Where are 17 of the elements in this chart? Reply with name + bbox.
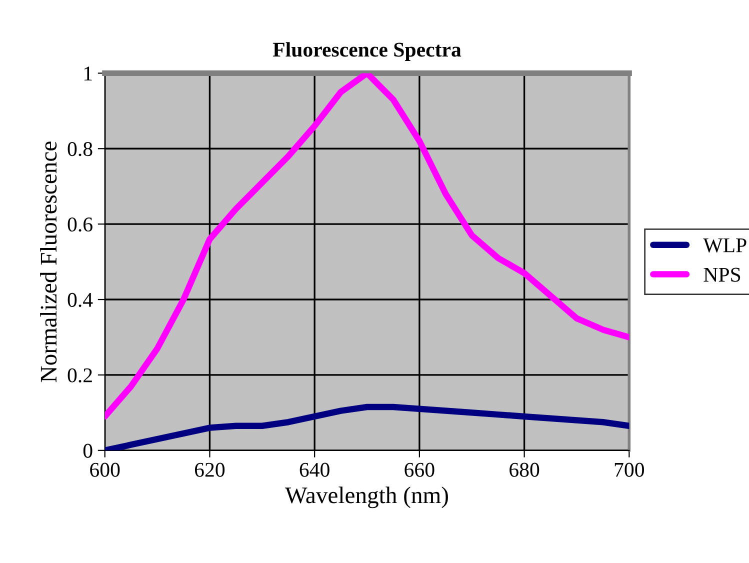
y-tick-label: 0.4 [68, 292, 93, 308]
x-tick-label: 660 [404, 462, 434, 477]
x-tick-label: 600 [90, 462, 120, 477]
y-tick-label: 1 [84, 66, 92, 80]
x-tick-label: 640 [300, 462, 330, 477]
y-tick-label: 0.6 [68, 217, 92, 232]
chart-title: Fluorescence Spectra [272, 42, 462, 61]
x-tick-label: 620 [194, 462, 225, 477]
y-tick-label: 0.8 [68, 142, 92, 156]
y-tick-label: 0.2 [68, 368, 92, 382]
y-axis-title: Normalized Fluorescence [40, 142, 57, 382]
legend-label: WLP [703, 238, 746, 252]
legend-label: NPS [704, 268, 740, 282]
x-tick-label: 700 [614, 462, 644, 477]
y-tick-label: 0 [83, 444, 92, 458]
x-tick-label: 680 [510, 462, 540, 477]
x-axis-title: Wavelength (nm) [285, 486, 448, 508]
